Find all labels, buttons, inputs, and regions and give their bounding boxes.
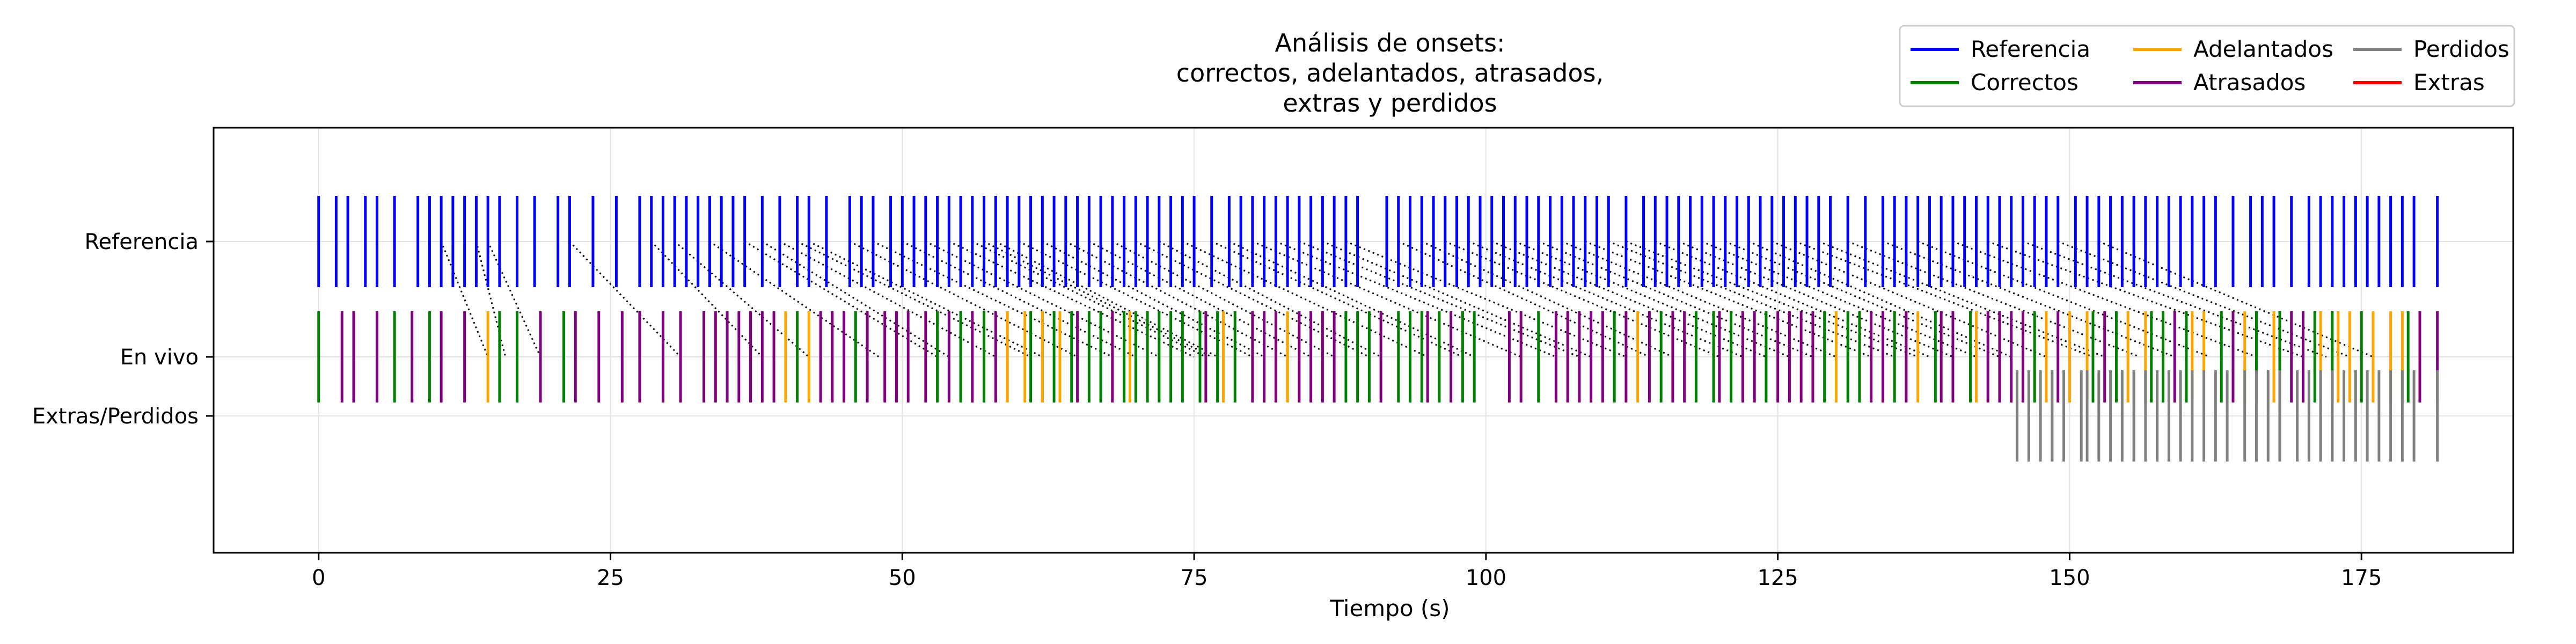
event-marks [317,196,2439,462]
match-line [1795,240,2094,358]
x-axis-ticks: 0 25 50 75 100 125 150 175 [312,553,2382,590]
match-line [2022,240,2327,358]
match-line [744,240,938,358]
legend-label: Adelantados [2193,36,2333,62]
legend: Referencia Correctos Adelantados Atrasados P… [1899,25,2515,107]
match-line [1398,240,1650,358]
x-tick-label: 150 [2049,566,2090,590]
match-line [1159,240,1381,358]
chart-title-line-2: correctos, adelantados, atrasados, [1176,58,1604,87]
match-line [1065,240,1288,358]
match-line [1421,240,1673,358]
match-line [1585,240,1872,358]
chart-title-line-3: extras y perdidos [1283,89,1497,118]
match-line [995,240,1218,358]
x-tick-label: 50 [889,566,916,590]
grid [214,128,2513,553]
match-line [2058,240,2351,358]
match-line [674,240,810,358]
y-tick-label: En vivo [120,345,199,370]
y-tick-label: Extras/Perdidos [32,404,199,429]
legend-frame [1899,25,2515,107]
match-line [1299,240,1580,358]
match-line [1252,240,1521,358]
match-line [1322,240,1592,358]
match-line [1211,240,1463,358]
match-line [948,240,1195,358]
match-line [1608,240,1895,358]
x-tick-label: 175 [2341,566,2382,590]
x-tick-label: 0 [312,566,325,590]
legend-label: Atrasados [2193,69,2306,96]
match-line [1952,240,2257,358]
x-tick-label: 100 [1466,566,1506,590]
match-line [1088,240,1312,358]
match-line [1918,240,2211,358]
x-tick-label: 125 [1757,566,1798,590]
match-line [1882,240,2175,358]
match-line [1748,240,2012,358]
match-line [983,240,1212,358]
match-line [1626,240,1919,358]
chart-title: Análisis de onsets: correctos, adelantad… [1176,28,1604,118]
y-axis-ticks: Referencia En vivo Extras/Perdidos [32,230,214,429]
legend-label: Correctos [1971,69,2079,96]
match-line [1182,240,1428,358]
chart-title-line-1: Análisis de onsets: [1275,28,1505,57]
legend-label: Referencia [1971,36,2090,62]
y-tick-label: Referencia [85,230,199,254]
plot-area-frame [213,127,2514,554]
match-line [1042,240,1265,358]
x-tick-label: 75 [1181,566,1208,590]
match-line [709,240,880,358]
match-line [1228,240,1475,358]
legend-label: Perdidos [2413,36,2509,62]
match-line [475,241,507,357]
x-tick-label: 25 [597,566,624,590]
match-line [1847,240,2140,358]
match-lines [440,240,2374,358]
legend-label: Extras [2413,69,2485,96]
match-line [487,241,541,357]
match-line [1112,240,1335,358]
match-line [779,240,997,358]
x-axis-label: Tiempo (s) [1329,595,1450,621]
match-line [849,240,1078,358]
match-line [440,241,489,357]
